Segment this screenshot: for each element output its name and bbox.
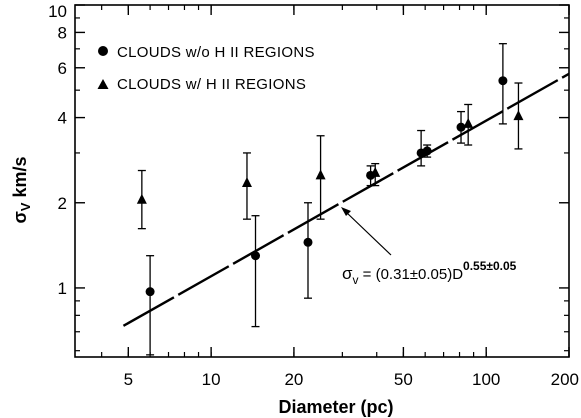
annotation-arrow-line (345, 211, 392, 256)
point-with-hii (241, 152, 252, 220)
circle-marker (303, 237, 313, 247)
triangle-marker (370, 166, 381, 177)
x-tick-label: 20 (284, 370, 303, 389)
x-tick-label: 5 (124, 370, 133, 389)
circle-marker (498, 76, 508, 86)
fit-line (122, 72, 570, 327)
triangle-marker (463, 117, 474, 128)
y-tick-label: 10 (48, 2, 67, 21)
point-no-hii (303, 202, 313, 299)
x-tick-label: 200 (551, 370, 579, 389)
annotation-arrowhead (341, 207, 351, 216)
point-no-hii (251, 215, 261, 328)
point-no-hii (145, 255, 155, 356)
point-no-hii (422, 144, 432, 158)
fit-equation-exponent: 0.55±0.05 (463, 259, 517, 273)
y-axis-title-subscript: V (18, 202, 33, 211)
y-axis-title-rest: km/s (10, 156, 30, 202)
circle-marker (145, 287, 155, 297)
triangle-marker (513, 110, 524, 121)
axis-ticks: 5 10 20 50 100 200 1 2 4 6 8 10 (48, 2, 579, 389)
triangle-marker (241, 176, 252, 187)
legend: CLOUDS w/o H II REGIONS CLOUDS w/ H II R… (97, 44, 315, 93)
fit-equation-subscript: v (353, 273, 359, 287)
fit-equation-body: = (0.31±0.05)D (359, 266, 464, 283)
x-tick-label: 100 (472, 370, 500, 389)
point-with-hii (370, 162, 381, 187)
legend-circle-marker (98, 46, 108, 56)
point-with-hii (463, 103, 474, 146)
circle-marker (251, 251, 261, 261)
legend-triangle-marker (97, 79, 109, 89)
circle-marker (422, 146, 432, 156)
legend-label-with-hii: CLOUDS w/ H II REGIONS (117, 76, 306, 93)
point-with-hii (136, 169, 147, 230)
plot-border (74, 4, 570, 358)
x-tick-label: 10 (202, 370, 221, 389)
point-with-hii (513, 82, 524, 150)
x-tick-label: 50 (394, 370, 413, 389)
fit-equation: σv = (0.31±0.05)D0.55±0.05 (342, 259, 517, 287)
legend-label-no-hii: CLOUDS w/o H II REGIONS (117, 44, 315, 61)
y-axis-title-symbol: σ (10, 211, 30, 223)
y-axis-title: σV km/s (10, 156, 33, 223)
x-axis-title: Diameter (pc) (278, 397, 393, 417)
triangle-marker (315, 169, 326, 180)
triangle-marker (136, 193, 147, 204)
point-no-hii (498, 43, 508, 125)
y-tick-label: 1 (58, 279, 67, 298)
y-tick-label: 2 (58, 194, 67, 213)
fit-annotation: σv = (0.31±0.05)D0.55±0.05 (341, 207, 517, 287)
fit-line-group (122, 72, 570, 327)
fit-equation-symbol: σ (342, 264, 353, 283)
point-with-hii (315, 135, 326, 220)
y-tick-label: 8 (58, 23, 67, 42)
y-tick-label: 4 (58, 109, 67, 128)
data-points (136, 43, 524, 356)
y-tick-label: 6 (58, 59, 67, 78)
plot-frame (74, 4, 570, 358)
circle-marker (456, 122, 466, 132)
point-no-hii (456, 110, 466, 144)
point-no-hii (416, 129, 426, 167)
